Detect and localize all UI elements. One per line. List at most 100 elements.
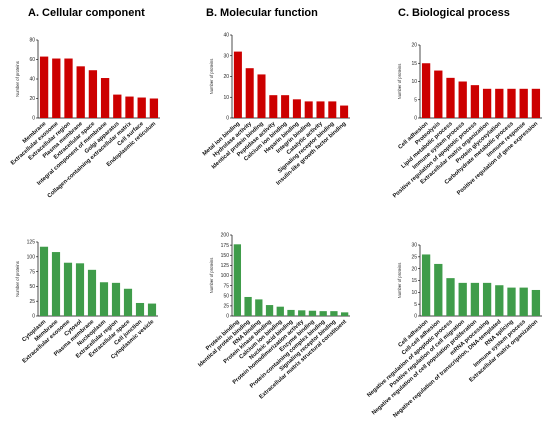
y-tick-label: 125: [221, 263, 230, 269]
y-tick-label: 20: [411, 266, 417, 272]
bar: [287, 309, 295, 316]
bar: [531, 289, 541, 316]
y-tick-label: 100: [221, 273, 230, 279]
bar: [281, 95, 290, 118]
bar: [100, 78, 110, 118]
category-label: Negative regulation of apoptotic process: [366, 319, 454, 399]
y-tick-label: 25: [411, 255, 417, 261]
y-axis-title: Number of proteins: [15, 61, 20, 97]
bar: [147, 303, 157, 316]
y-tick-label: 20: [411, 43, 417, 49]
y-tick-label: 60: [29, 57, 35, 63]
bar: [88, 70, 98, 118]
y-tick-label: 50: [223, 293, 229, 299]
y-tick-label: 0: [32, 314, 35, 320]
bar: [135, 302, 145, 316]
y-tick-label: 15: [411, 278, 417, 284]
y-tick-label: 150: [221, 253, 230, 259]
y-tick-label: 0: [32, 116, 35, 122]
y-tick-label: 40: [29, 77, 35, 83]
y-axis-title: Number of proteins: [397, 64, 402, 100]
bar: [446, 77, 455, 118]
y-tick-label: 15: [411, 61, 417, 67]
y-tick-label: 0: [226, 116, 229, 122]
bar: [434, 70, 443, 118]
y-tick-label: 100: [27, 255, 36, 261]
section-title-molecular-function: B. Molecular function: [206, 7, 318, 19]
y-tick-label: 10: [223, 95, 229, 101]
y-tick-label: 30: [223, 53, 229, 59]
bar: [149, 98, 159, 118]
y-axis-title: Number of proteins: [397, 263, 402, 299]
bar: [123, 288, 133, 316]
bar: [244, 296, 252, 316]
bar: [255, 299, 263, 316]
bar: [76, 66, 85, 118]
y-axis-title: Number of proteins: [209, 258, 214, 294]
bar: [269, 95, 278, 118]
bar: [482, 282, 492, 316]
y-tick-label: 30: [411, 243, 417, 249]
bar: [458, 282, 467, 316]
bar: [482, 88, 492, 118]
bar: [308, 310, 317, 316]
bar-chart-5: 0 25 50 75 100 125 150 175 200 Number of proteins…: [197, 233, 350, 400]
y-axis-title: Number of proteins: [209, 59, 214, 95]
bar: [113, 94, 122, 118]
section-title-biological-process: C. Biological process: [398, 7, 510, 19]
bar: [434, 263, 443, 316]
y-tick-label: 75: [223, 283, 229, 289]
bar: [316, 101, 325, 118]
y-tick-label: 40: [223, 33, 229, 39]
y-tick-label: 20: [223, 74, 229, 80]
bar: [52, 58, 61, 118]
bar: [458, 81, 467, 118]
bar: [330, 311, 338, 316]
bar: [51, 252, 61, 316]
bar: [340, 312, 349, 316]
bar: [507, 88, 516, 118]
y-tick-label: 80: [29, 38, 35, 44]
bar: [421, 254, 431, 316]
bar: [39, 246, 49, 316]
bar: [319, 311, 327, 316]
y-tick-label: 25: [29, 299, 35, 305]
bar: [111, 282, 121, 316]
bar: [39, 56, 49, 118]
bar: [519, 287, 528, 316]
y-tick-label: 5: [414, 97, 417, 103]
bar: [99, 282, 109, 316]
y-tick-label: 5: [414, 302, 417, 308]
y-tick-label: 0: [414, 116, 417, 122]
bar: [233, 51, 242, 118]
y-tick-label: 75: [29, 269, 35, 275]
bar: [304, 101, 313, 118]
bar: [63, 262, 73, 316]
y-tick-label: 0: [226, 314, 229, 320]
y-tick-label: 175: [221, 243, 230, 249]
bar: [233, 244, 242, 316]
bar: [507, 287, 516, 316]
bar: [470, 85, 480, 118]
bar: [298, 310, 306, 316]
bar: [495, 88, 504, 118]
y-tick-label: 125: [27, 240, 36, 246]
y-tick-label: 25: [223, 304, 229, 310]
bar: [257, 74, 266, 118]
y-tick-label: 20: [29, 96, 35, 102]
bar: [87, 269, 97, 316]
bar: [75, 263, 85, 316]
bar: [470, 282, 480, 316]
bar: [245, 68, 254, 118]
bar: [421, 63, 431, 118]
bar: [276, 306, 284, 316]
y-tick-label: 10: [411, 290, 417, 296]
bar: [125, 96, 134, 118]
